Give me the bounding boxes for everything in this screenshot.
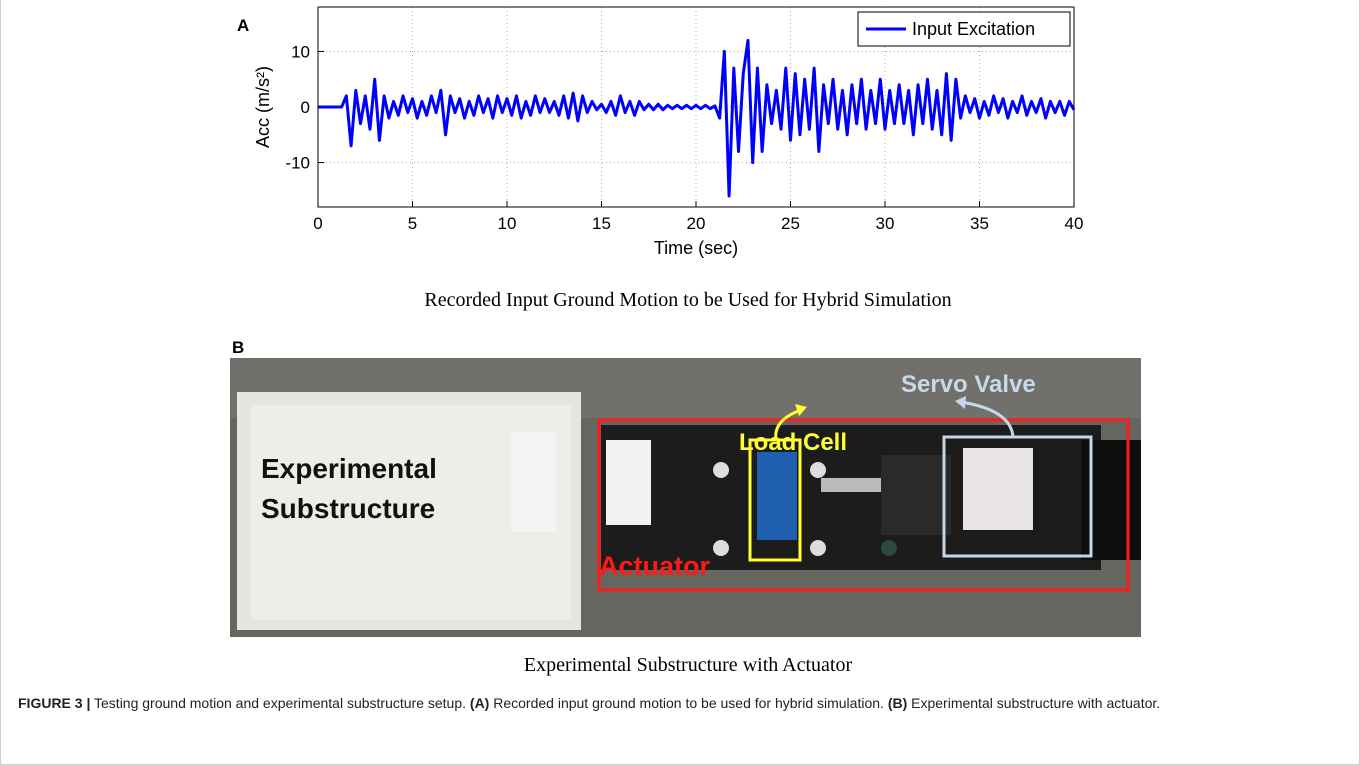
photo-label: Load Cell bbox=[739, 429, 847, 456]
caption-text: Experimental substructure with actuator. bbox=[911, 695, 1160, 711]
photo-label: Experimental bbox=[261, 453, 437, 484]
panel-label: B bbox=[232, 338, 244, 357]
caption-text: Recorded input ground motion to be used … bbox=[493, 695, 884, 711]
caption-label: FIGURE 3 | bbox=[18, 695, 90, 711]
caption-text: Testing ground motion and experimental s… bbox=[94, 695, 466, 711]
photo-label: Actuator bbox=[599, 551, 710, 581]
panel-caption: Experimental Substructure with Actuator bbox=[524, 654, 853, 676]
figure-caption: FIGURE 3 | Testing ground motion and exp… bbox=[18, 692, 1338, 714]
photo-label: Servo Valve bbox=[901, 371, 1036, 398]
caption-label: (A) bbox=[470, 695, 489, 711]
photo-label: Substructure bbox=[261, 493, 435, 524]
caption-label: (B) bbox=[888, 695, 907, 711]
photo-panel: B Experimental Substructure Load Cell Se… bbox=[1, 0, 1360, 690]
figure: A Recorded Input Ground Motion to be Use… bbox=[0, 0, 1360, 765]
